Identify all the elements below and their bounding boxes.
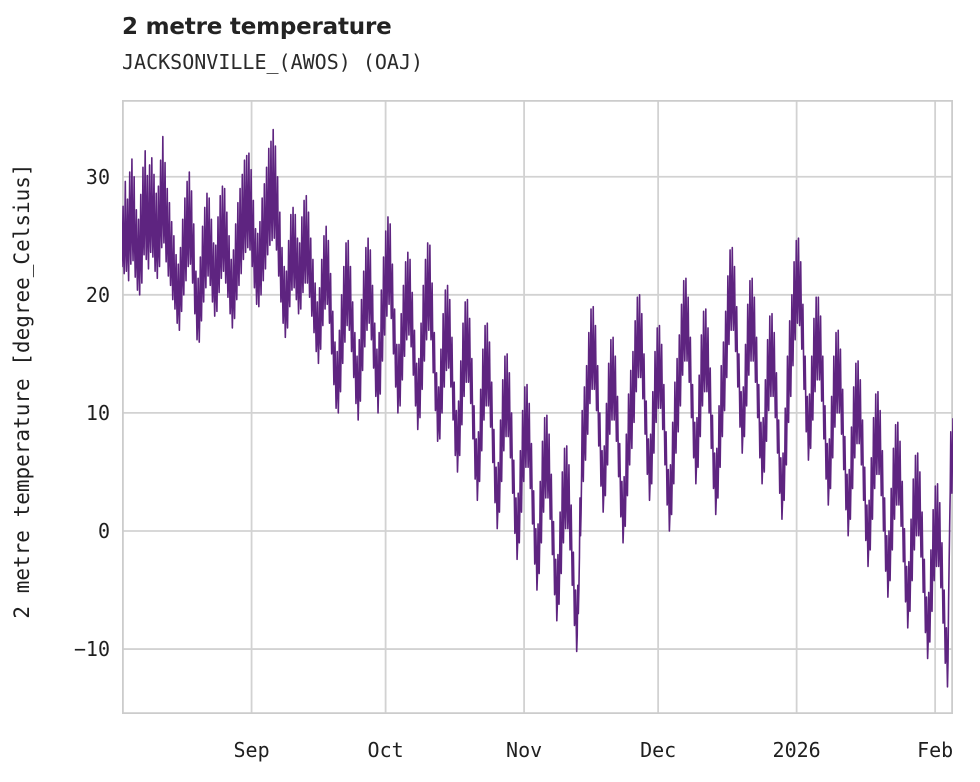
- y-tick-label: 0: [97, 518, 110, 543]
- chart-subtitle: JACKSONVILLE_(AWOS) (OAJ): [122, 50, 424, 74]
- y-tick-label: −10: [73, 637, 110, 662]
- x-tick-label: Dec: [640, 738, 677, 762]
- y-tick-label: 10: [85, 400, 110, 425]
- page-title: 2 metre temperature: [122, 14, 392, 40]
- axis-frame: [122, 100, 953, 714]
- plot-area: [122, 100, 953, 714]
- y-axis-label: 2 metre temperature [degree_Celsius]: [10, 163, 34, 619]
- x-tick-label: Feb: [917, 738, 954, 762]
- plot-background: [122, 100, 953, 714]
- x-tick-label: Oct: [367, 738, 404, 762]
- x-tick-label: Sep: [233, 738, 270, 762]
- x-gridlines: [250, 100, 937, 714]
- y-tick-label: 30: [85, 164, 110, 189]
- y-tick-label: 20: [85, 282, 110, 307]
- temperature-series-line: [122, 128, 953, 688]
- x-tick-label: 2026: [772, 738, 821, 762]
- timeseries-svg: [122, 100, 953, 714]
- x-tick-label: Nov: [506, 738, 543, 762]
